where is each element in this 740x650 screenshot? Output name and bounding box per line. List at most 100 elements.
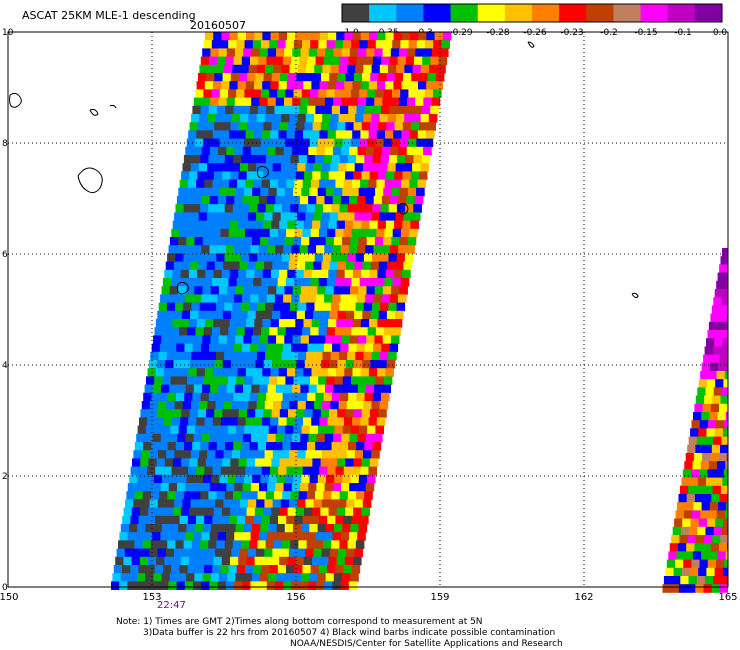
swath-cell	[251, 384, 260, 394]
swath-cell	[221, 269, 231, 279]
swath-cell	[363, 114, 372, 123]
footer-note-2: 3)Data buffer is 22 hrs from 20160507 4)…	[143, 628, 556, 638]
swath-cell	[256, 351, 266, 361]
swath-cell	[184, 581, 194, 590]
swath-cell	[280, 360, 289, 369]
swath-cell	[349, 97, 359, 107]
swath-cell	[149, 499, 159, 508]
swath-cell	[158, 450, 167, 459]
swath-cell	[284, 524, 294, 533]
swath-cell	[334, 425, 343, 435]
swath-cell	[335, 228, 344, 238]
swath-cell	[242, 433, 252, 443]
colorbar-label: -0.28	[486, 28, 510, 38]
swath-cell	[176, 532, 186, 541]
swath-cell	[168, 294, 177, 303]
swath-cell	[682, 469, 692, 478]
swath-cell	[264, 114, 274, 123]
swath-cell	[148, 360, 158, 369]
swath-cell	[293, 187, 302, 197]
swath-cell	[320, 507, 329, 517]
swath-cell	[216, 442, 226, 451]
swath-cell	[224, 540, 234, 549]
swath-cell	[155, 319, 165, 328]
swath-cell	[184, 294, 194, 303]
swath-cell	[354, 548, 363, 558]
swath-cell	[154, 327, 164, 336]
swath-cell	[279, 507, 288, 517]
swath-cell	[216, 204, 226, 213]
swath-cell	[248, 499, 257, 508]
swath-cell	[431, 48, 441, 57]
swath-cell	[191, 351, 200, 361]
swath-cell	[360, 515, 369, 525]
swath-cell	[183, 302, 192, 312]
swath-cell	[263, 360, 273, 369]
swath-cell	[205, 507, 215, 517]
swath-cell	[176, 581, 186, 590]
swath-cell	[231, 548, 240, 558]
swath-cell	[687, 535, 697, 544]
swath-cell	[238, 171, 248, 180]
island-coastline	[631, 292, 639, 299]
swath-cell	[158, 401, 167, 410]
swath-cell	[344, 269, 354, 279]
swath-cell	[194, 524, 204, 533]
swath-cell	[201, 146, 211, 156]
swath-cell	[259, 384, 268, 394]
y-tick-label: 10	[2, 28, 14, 38]
swath-cell	[359, 89, 368, 98]
swath-cell	[252, 89, 262, 98]
swath-cell	[364, 491, 373, 500]
swath-cell	[267, 48, 277, 57]
swath-cell	[278, 466, 287, 476]
swath-cell	[369, 32, 378, 41]
swath-cell	[704, 395, 713, 405]
y-tick-label: 0	[2, 583, 8, 593]
swath-cell	[231, 261, 240, 271]
swath-cell	[183, 253, 193, 262]
swath-cell	[358, 524, 368, 533]
swath-cell	[281, 302, 291, 312]
swath-cell	[701, 502, 711, 511]
swath-cell	[358, 335, 367, 344]
swath-cell	[237, 319, 247, 328]
swath-cell	[715, 330, 725, 339]
swath-cell	[666, 559, 676, 569]
swath-cell	[272, 212, 282, 221]
swath-cell	[329, 310, 339, 320]
swath-cell	[232, 401, 241, 410]
swath-cell	[156, 409, 166, 418]
swath-cell	[201, 433, 211, 443]
swath-cell	[198, 310, 207, 320]
swath-cell	[324, 433, 334, 443]
swath-cell	[434, 81, 443, 90]
swath-cell	[426, 130, 435, 139]
swath-cell	[417, 179, 427, 189]
swath-cell	[292, 286, 302, 295]
swath-cell	[135, 532, 145, 541]
swath-cell	[365, 483, 375, 492]
swath-cell	[224, 351, 233, 361]
swath-cell	[391, 237, 400, 246]
swath-cell	[219, 524, 228, 533]
swath-cell	[310, 228, 320, 238]
swath-cell	[364, 204, 373, 213]
swath-cell	[193, 146, 203, 156]
swath-cell	[379, 163, 388, 172]
swath-cell	[225, 56, 234, 66]
swath-cell	[339, 442, 349, 451]
swath-cell	[196, 319, 206, 328]
swath-cell	[386, 310, 396, 320]
swath-cell	[190, 548, 199, 558]
swath-cell	[269, 179, 279, 189]
swath-cell	[375, 89, 385, 98]
swath-cell	[350, 474, 360, 484]
swath-cell	[175, 540, 184, 549]
swath-cell	[197, 409, 207, 418]
swath-cell	[297, 548, 306, 558]
swath-cell	[251, 97, 260, 107]
swath-cell	[259, 483, 268, 492]
swath-cell	[370, 122, 379, 131]
swath-cell	[283, 483, 293, 492]
